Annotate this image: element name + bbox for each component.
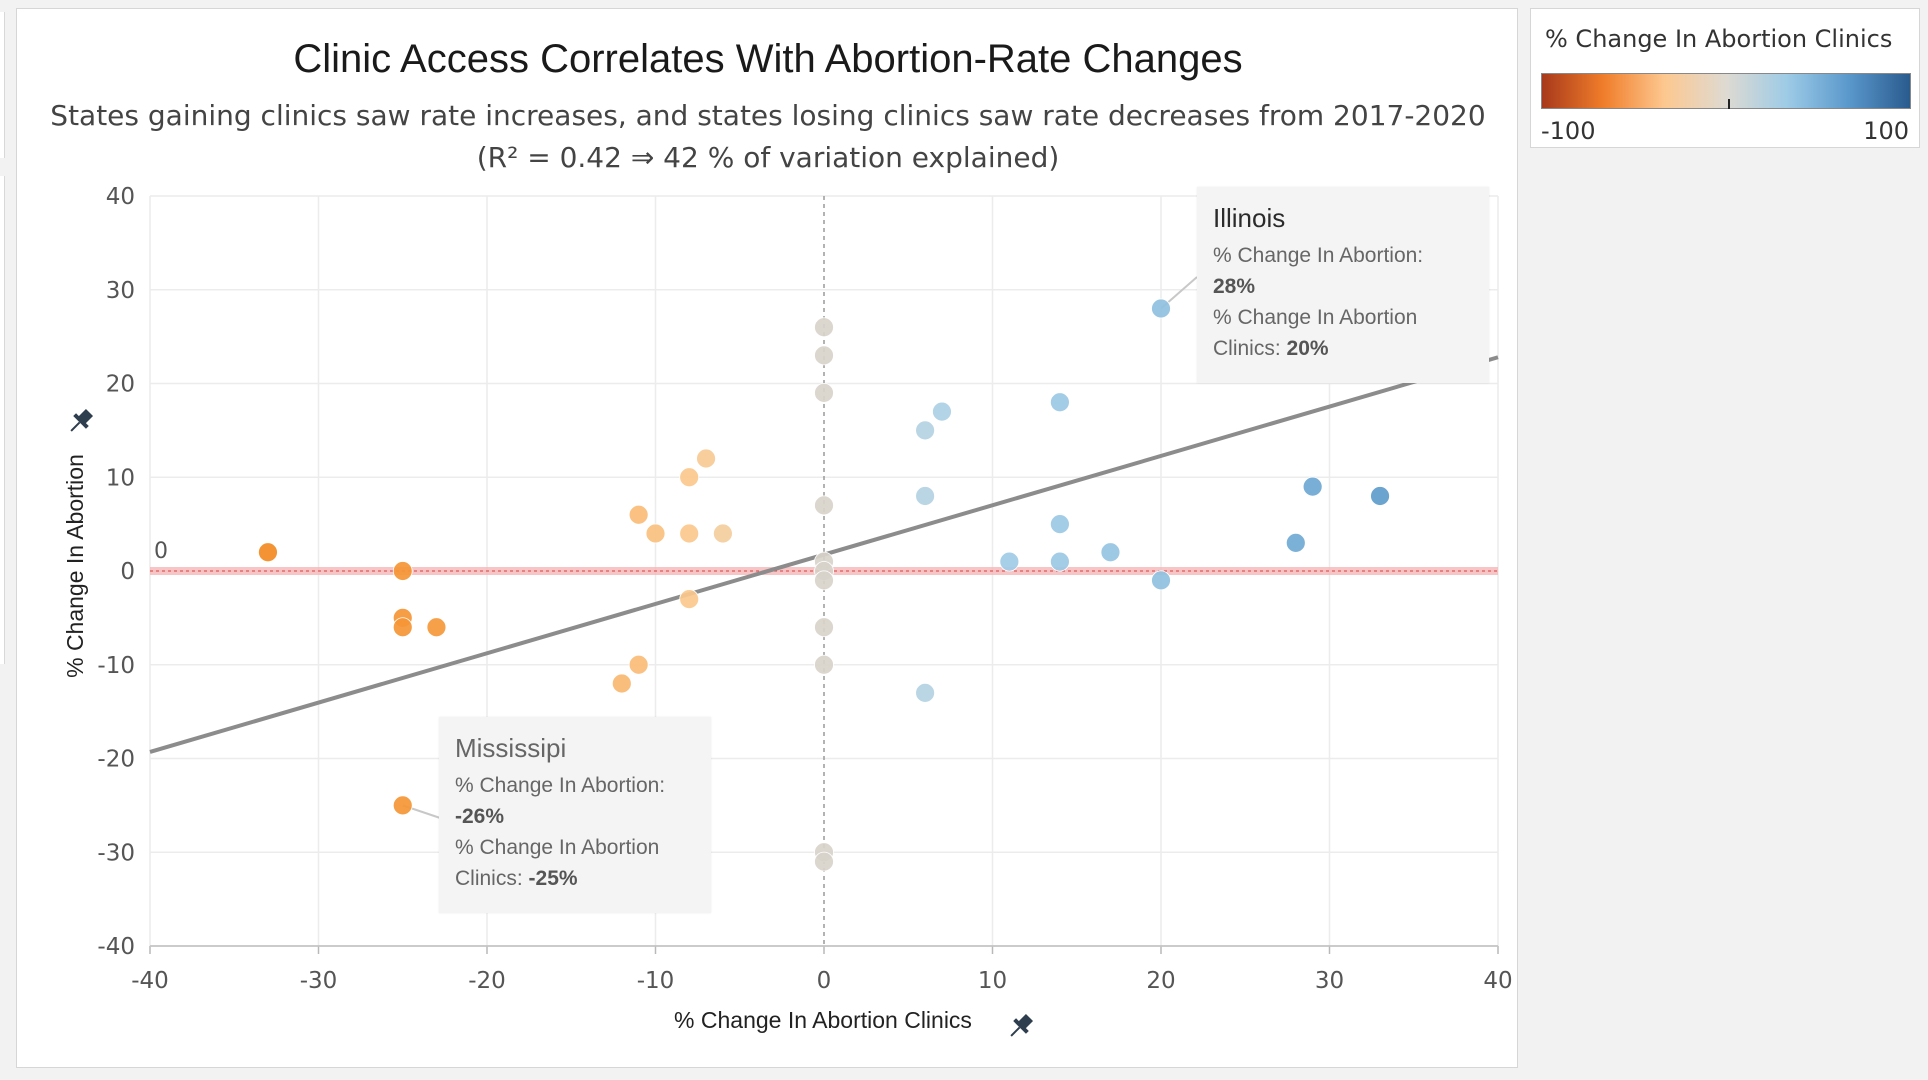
data-point xyxy=(611,673,632,694)
data-point xyxy=(814,570,834,591)
tooltip-clinics-label-2: Clinics: xyxy=(1213,337,1281,360)
data-point xyxy=(696,448,716,469)
y-tick-label: -20 xyxy=(97,747,135,773)
tooltip-illinois: Illinois % Change In Abortion: 28% % Cha… xyxy=(1197,187,1489,383)
x-tick-label: -20 xyxy=(468,968,506,994)
data-point xyxy=(814,345,834,366)
data-point xyxy=(915,420,935,441)
data-point xyxy=(1050,551,1070,572)
x-tick-label: -10 xyxy=(637,968,675,994)
tooltip-clinics-label: % Change In Abortion xyxy=(1213,306,1418,329)
tooltip-abortion-label: % Change In Abortion: xyxy=(1213,244,1424,267)
pin-icon[interactable] xyxy=(1005,1011,1036,1042)
legend-gradient-bar xyxy=(1541,73,1911,109)
y-tick-label: -10 xyxy=(97,653,135,679)
legend-zero-tick xyxy=(1728,99,1730,109)
data-point xyxy=(392,617,413,638)
data-point xyxy=(645,523,666,544)
chart-subtitle: States gaining clinics saw rate increase… xyxy=(17,95,1519,179)
pin-icon[interactable] xyxy=(65,406,96,437)
scatter-plot: 0 -40 -30 -20 -10 0 10 20 30 40 40 30 20 10 0 -10 -20 -3… xyxy=(62,184,1513,1042)
data-point xyxy=(392,795,413,816)
left-panel-edge xyxy=(0,176,5,664)
data-points xyxy=(258,298,1390,872)
data-point xyxy=(1050,514,1070,535)
tooltip-clinics-row: Clinics: -25% xyxy=(455,863,695,894)
data-point xyxy=(258,542,278,563)
data-point xyxy=(814,654,834,675)
tooltip-abortion-value: 28% xyxy=(1213,275,1256,298)
tooltip-clinics-label: % Change In Abortion xyxy=(455,836,660,859)
x-tick-label: 10 xyxy=(978,968,1007,994)
legend-min-label: -100 xyxy=(1541,117,1596,145)
data-point xyxy=(1285,532,1306,553)
data-point xyxy=(932,401,952,422)
data-point xyxy=(814,495,834,516)
chart-subtitle-line2: (R² = 0.42 ⇒ 42 % of variation explained… xyxy=(476,141,1060,174)
y-tick-label: -30 xyxy=(97,840,135,866)
data-point xyxy=(915,682,935,703)
data-point xyxy=(628,504,649,525)
data-point xyxy=(814,617,834,638)
data-point xyxy=(814,382,834,403)
axis-ticks: -40 -30 -20 -10 0 10 20 30 40 40 30 20 10 0 -10 -20 -30 -… xyxy=(97,184,1512,994)
chart-title: Clinic Access Correlates With Abortion-R… xyxy=(293,37,1243,81)
tooltip-clinics-value: -25% xyxy=(528,867,578,890)
x-tick-label: 30 xyxy=(1315,968,1344,994)
data-point xyxy=(915,486,935,506)
data-point xyxy=(1100,542,1121,563)
chart-card: Clinic Access Correlates With Abortion-R… xyxy=(16,8,1518,1068)
data-point xyxy=(999,551,1020,572)
zero-line-label: 0 xyxy=(154,539,168,564)
y-axis-label: % Change In Abortion xyxy=(62,454,88,678)
tooltip-clinics-value: 20% xyxy=(1286,337,1329,360)
x-tick-label: -40 xyxy=(131,968,169,994)
tooltip-mississipi: Mississipi % Change In Abortion: -26% % … xyxy=(439,717,711,913)
data-point xyxy=(814,317,834,338)
x-axis-label: % Change In Abortion Clinics xyxy=(674,1007,972,1033)
tooltip-abortion-label: % Change In Abortion: xyxy=(455,774,666,797)
y-tick-label: -40 xyxy=(97,934,135,960)
tooltip-state-name: Mississipi xyxy=(455,733,567,763)
data-point xyxy=(679,523,700,544)
data-point xyxy=(713,523,733,544)
tooltip-clinics-row: Clinics: 20% xyxy=(1213,333,1473,364)
y-tick-label: 40 xyxy=(106,184,135,210)
legend-max-label: 100 xyxy=(1863,117,1909,145)
x-tick-label: 0 xyxy=(817,968,832,994)
left-panel-edge xyxy=(0,12,5,158)
y-tick-label: 30 xyxy=(106,278,135,304)
data-point xyxy=(628,654,649,675)
chart-subtitle-line1: States gaining clinics saw rate increase… xyxy=(50,99,1486,132)
x-tick-label: 20 xyxy=(1146,968,1175,994)
y-tick-label: 10 xyxy=(106,465,135,491)
data-point xyxy=(426,617,447,638)
data-point xyxy=(1050,392,1070,413)
tooltip-abortion-value: -26% xyxy=(455,805,505,828)
color-legend[interactable]: % Change In Abortion Clinics -100 100 xyxy=(1530,8,1920,148)
y-tick-label: 0 xyxy=(120,559,135,585)
x-tick-label: -30 xyxy=(300,968,338,994)
data-point xyxy=(1151,570,1171,591)
x-tick-label: 40 xyxy=(1483,968,1512,994)
data-point xyxy=(392,561,413,581)
data-point xyxy=(1302,476,1323,497)
y-tick-label: 20 xyxy=(106,372,135,398)
data-point xyxy=(679,589,700,610)
legend-title: % Change In Abortion Clinics xyxy=(1545,25,1893,53)
data-point xyxy=(679,467,700,488)
data-point xyxy=(1151,298,1171,319)
tooltip-state-name: Illinois xyxy=(1213,203,1286,233)
data-point xyxy=(1370,486,1390,506)
tooltip-clinics-label-2: Clinics: xyxy=(455,867,523,890)
data-point xyxy=(814,851,834,872)
